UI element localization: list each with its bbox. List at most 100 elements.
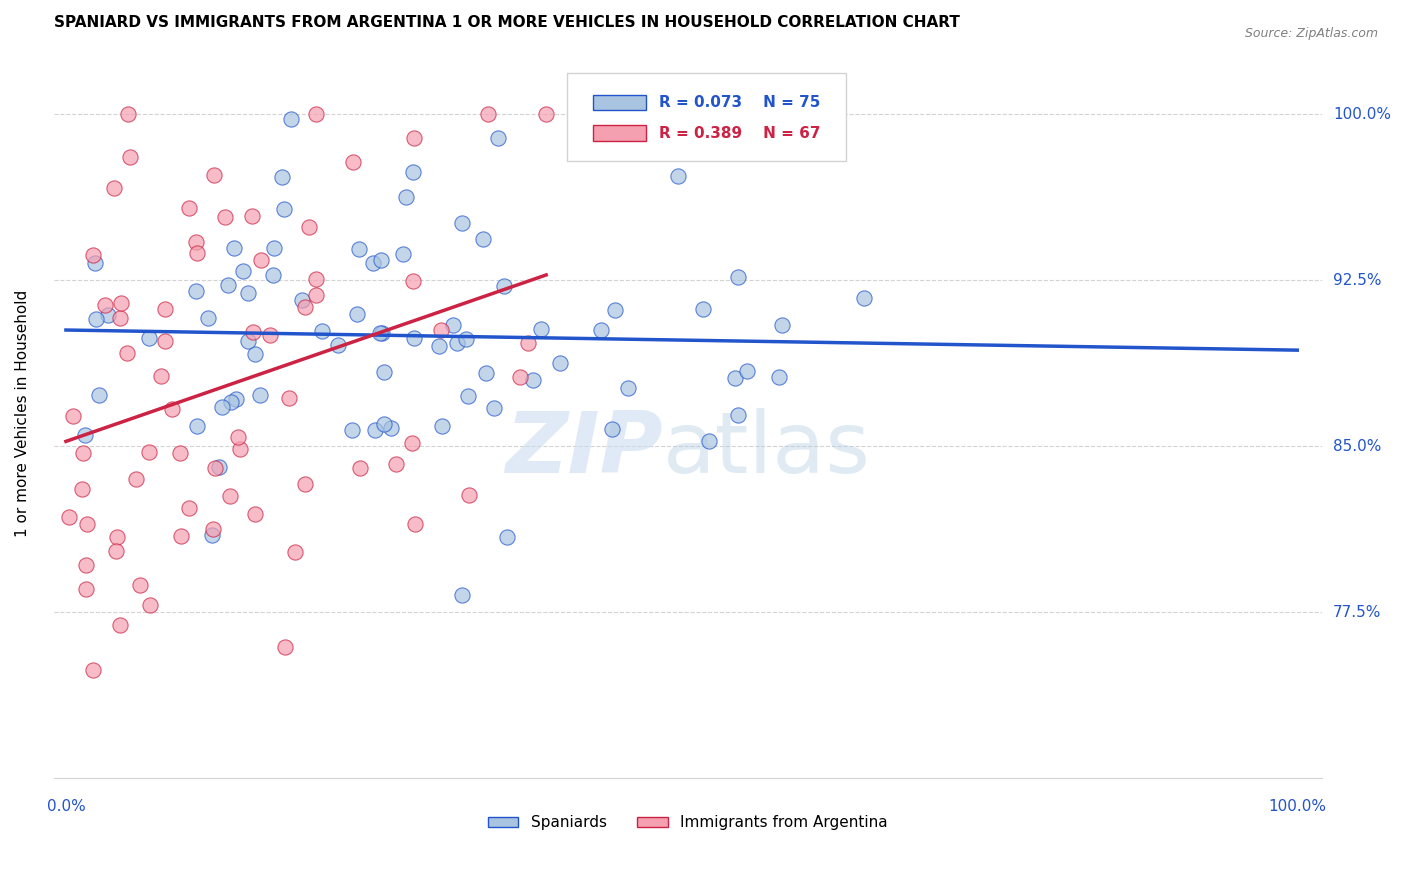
Point — [214, 211, 236, 225]
Point — [117, 107, 139, 121]
Point — [349, 461, 371, 475]
Point — [82, 663, 104, 677]
Point — [298, 219, 321, 234]
Point — [204, 461, 226, 475]
Point — [294, 300, 316, 314]
Text: 0.0%: 0.0% — [46, 799, 86, 814]
Point — [494, 279, 516, 293]
Point — [138, 445, 160, 459]
Point — [170, 529, 193, 543]
Point — [150, 369, 173, 384]
Point — [368, 326, 391, 340]
Point — [274, 640, 297, 654]
Point — [373, 417, 395, 432]
Point — [75, 428, 97, 442]
Point — [727, 408, 749, 422]
Point — [486, 131, 509, 145]
Point — [242, 325, 264, 339]
Text: 100.0%: 100.0% — [1333, 107, 1391, 121]
Point — [304, 288, 326, 302]
Point — [76, 516, 98, 531]
Point — [402, 331, 425, 345]
Point — [340, 423, 363, 437]
Point — [770, 318, 793, 333]
Point — [361, 256, 384, 270]
Point — [692, 302, 714, 317]
Text: 100.0%: 100.0% — [1268, 799, 1326, 814]
Point — [516, 335, 538, 350]
Point — [155, 334, 177, 348]
Point — [236, 285, 259, 300]
Point — [370, 252, 392, 267]
Point — [228, 430, 250, 444]
Point — [548, 356, 571, 370]
Point — [211, 400, 233, 414]
Point — [124, 472, 146, 486]
Point — [534, 107, 557, 121]
Point — [401, 435, 423, 450]
Text: Source: ZipAtlas.com: Source: ZipAtlas.com — [1244, 27, 1378, 40]
Point — [200, 528, 222, 542]
Point — [347, 242, 370, 256]
Point — [451, 216, 474, 230]
Point — [394, 189, 416, 203]
Point — [666, 169, 689, 183]
Point — [768, 369, 790, 384]
Point — [451, 588, 474, 602]
Point — [186, 284, 208, 298]
Point — [94, 297, 117, 311]
Point — [97, 309, 120, 323]
Point — [75, 558, 97, 573]
Text: R = 0.389    N = 67: R = 0.389 N = 67 — [658, 126, 820, 141]
Point — [236, 334, 259, 349]
Point — [530, 322, 553, 336]
Point — [229, 442, 252, 456]
Point — [222, 241, 245, 255]
Point — [243, 507, 266, 521]
Point — [225, 392, 247, 406]
Text: 77.5%: 77.5% — [1333, 605, 1381, 620]
Point — [177, 201, 200, 215]
Point — [108, 310, 131, 325]
Point — [402, 274, 425, 288]
Point — [454, 332, 477, 346]
Point — [84, 255, 107, 269]
Point — [600, 422, 623, 436]
Point — [250, 252, 273, 267]
Point — [186, 246, 208, 260]
Point — [392, 247, 415, 261]
Point — [305, 272, 328, 286]
Point — [441, 318, 464, 333]
Text: 92.5%: 92.5% — [1333, 273, 1382, 288]
Point — [249, 388, 271, 402]
Point — [72, 446, 94, 460]
Point — [477, 107, 499, 121]
Point — [430, 419, 453, 434]
Point — [219, 489, 242, 503]
Point — [457, 389, 479, 403]
Point — [735, 363, 758, 377]
Point — [311, 324, 333, 338]
Point — [305, 107, 328, 121]
Point — [384, 457, 406, 471]
Point — [380, 421, 402, 435]
Point — [471, 232, 494, 246]
Point — [232, 264, 254, 278]
Point — [342, 155, 364, 169]
Point — [446, 335, 468, 350]
Point — [402, 164, 425, 178]
Point — [280, 112, 302, 126]
Legend: Spaniards, Immigrants from Argentina: Spaniards, Immigrants from Argentina — [482, 809, 894, 837]
Point — [404, 517, 426, 532]
Point — [75, 582, 97, 597]
Point — [138, 331, 160, 345]
Point — [128, 578, 150, 592]
Point — [284, 545, 307, 559]
Point — [201, 522, 224, 536]
Point — [89, 388, 111, 402]
Text: atlas: atlas — [662, 408, 870, 491]
Point — [427, 339, 450, 353]
Point — [457, 488, 479, 502]
Point — [402, 131, 425, 145]
Point — [104, 544, 127, 558]
